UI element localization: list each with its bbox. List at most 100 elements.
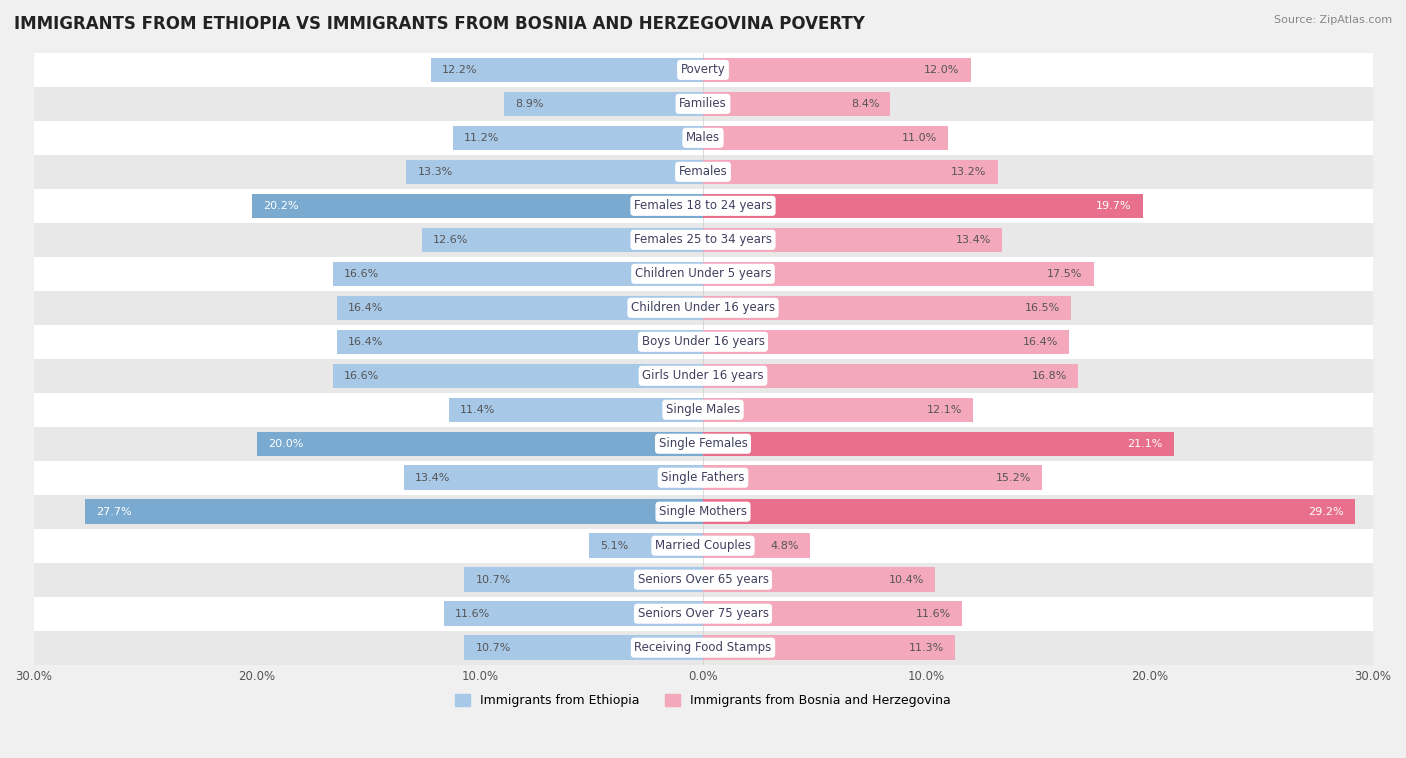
Bar <box>703 568 935 592</box>
Text: 11.4%: 11.4% <box>460 405 495 415</box>
Bar <box>589 534 703 558</box>
Text: Married Couples: Married Couples <box>655 539 751 553</box>
Bar <box>703 92 890 116</box>
Bar <box>337 330 703 354</box>
Bar <box>703 465 1042 490</box>
Bar <box>703 227 1002 252</box>
Bar <box>464 568 703 592</box>
Bar <box>703 126 949 150</box>
Text: 13.2%: 13.2% <box>950 167 987 177</box>
Text: 11.2%: 11.2% <box>464 133 499 143</box>
Text: Children Under 5 years: Children Under 5 years <box>634 268 772 280</box>
Text: 13.4%: 13.4% <box>415 473 450 483</box>
Text: Families: Families <box>679 97 727 111</box>
Text: Single Mothers: Single Mothers <box>659 506 747 518</box>
Bar <box>34 223 1372 257</box>
Bar <box>703 296 1071 320</box>
Text: Source: ZipAtlas.com: Source: ZipAtlas.com <box>1274 15 1392 25</box>
Bar <box>703 635 955 660</box>
Bar <box>257 431 703 456</box>
Bar <box>464 635 703 660</box>
Bar <box>333 262 703 286</box>
Bar <box>703 364 1078 388</box>
Text: 11.6%: 11.6% <box>915 609 950 619</box>
Bar <box>406 160 703 184</box>
Bar <box>703 58 970 82</box>
Bar <box>404 465 703 490</box>
Text: 11.6%: 11.6% <box>456 609 491 619</box>
Text: 16.4%: 16.4% <box>349 337 384 347</box>
Bar <box>333 364 703 388</box>
Text: Females 25 to 34 years: Females 25 to 34 years <box>634 233 772 246</box>
Bar <box>453 126 703 150</box>
Text: 11.0%: 11.0% <box>903 133 938 143</box>
Text: 17.5%: 17.5% <box>1047 269 1083 279</box>
Bar <box>422 227 703 252</box>
Bar <box>34 359 1372 393</box>
Text: 29.2%: 29.2% <box>1308 506 1344 517</box>
Bar <box>34 495 1372 529</box>
Bar <box>34 597 1372 631</box>
Bar <box>703 601 962 626</box>
Text: 12.1%: 12.1% <box>927 405 962 415</box>
Text: 10.4%: 10.4% <box>889 575 924 584</box>
Bar <box>34 393 1372 427</box>
Bar <box>703 193 1143 218</box>
Bar <box>34 257 1372 291</box>
Bar <box>337 296 703 320</box>
Text: 27.7%: 27.7% <box>96 506 132 517</box>
Text: 13.3%: 13.3% <box>418 167 453 177</box>
Bar <box>34 562 1372 597</box>
Text: Children Under 16 years: Children Under 16 years <box>631 301 775 315</box>
Text: 15.2%: 15.2% <box>995 473 1031 483</box>
Text: 8.9%: 8.9% <box>516 99 544 109</box>
Bar <box>505 92 703 116</box>
Text: Single Fathers: Single Fathers <box>661 471 745 484</box>
Bar <box>252 193 703 218</box>
Bar <box>703 330 1069 354</box>
Text: 20.2%: 20.2% <box>263 201 299 211</box>
Bar <box>84 500 703 524</box>
Text: 16.4%: 16.4% <box>349 302 384 313</box>
Text: 16.6%: 16.6% <box>343 371 380 381</box>
Bar <box>34 461 1372 495</box>
Bar <box>34 324 1372 359</box>
Text: Females 18 to 24 years: Females 18 to 24 years <box>634 199 772 212</box>
Text: Girls Under 16 years: Girls Under 16 years <box>643 369 763 382</box>
Text: Seniors Over 65 years: Seniors Over 65 years <box>637 573 769 586</box>
Bar <box>34 291 1372 324</box>
Text: 16.5%: 16.5% <box>1025 302 1060 313</box>
Legend: Immigrants from Ethiopia, Immigrants from Bosnia and Herzegovina: Immigrants from Ethiopia, Immigrants fro… <box>456 694 950 707</box>
Text: 10.7%: 10.7% <box>475 575 510 584</box>
Text: Single Males: Single Males <box>666 403 740 416</box>
Bar <box>34 53 1372 87</box>
Text: Males: Males <box>686 131 720 144</box>
Text: 12.0%: 12.0% <box>924 65 960 75</box>
Text: 16.4%: 16.4% <box>1022 337 1057 347</box>
Text: 19.7%: 19.7% <box>1097 201 1132 211</box>
Bar <box>34 87 1372 121</box>
Bar <box>703 160 998 184</box>
Bar <box>703 500 1354 524</box>
Text: 11.3%: 11.3% <box>908 643 943 653</box>
Text: 16.6%: 16.6% <box>343 269 380 279</box>
Bar <box>34 189 1372 223</box>
Bar <box>444 601 703 626</box>
Bar <box>34 427 1372 461</box>
Text: 16.8%: 16.8% <box>1032 371 1067 381</box>
Text: Females: Females <box>679 165 727 178</box>
Bar <box>703 262 1094 286</box>
Bar <box>703 431 1174 456</box>
Text: Single Females: Single Females <box>658 437 748 450</box>
Text: Boys Under 16 years: Boys Under 16 years <box>641 335 765 348</box>
Bar <box>703 534 810 558</box>
Text: Receiving Food Stamps: Receiving Food Stamps <box>634 641 772 654</box>
Text: 5.1%: 5.1% <box>600 540 628 551</box>
Bar <box>34 155 1372 189</box>
Text: 20.0%: 20.0% <box>267 439 304 449</box>
Bar <box>34 121 1372 155</box>
Text: 12.6%: 12.6% <box>433 235 468 245</box>
Text: 21.1%: 21.1% <box>1128 439 1163 449</box>
Text: Seniors Over 75 years: Seniors Over 75 years <box>637 607 769 620</box>
Bar <box>449 397 703 422</box>
